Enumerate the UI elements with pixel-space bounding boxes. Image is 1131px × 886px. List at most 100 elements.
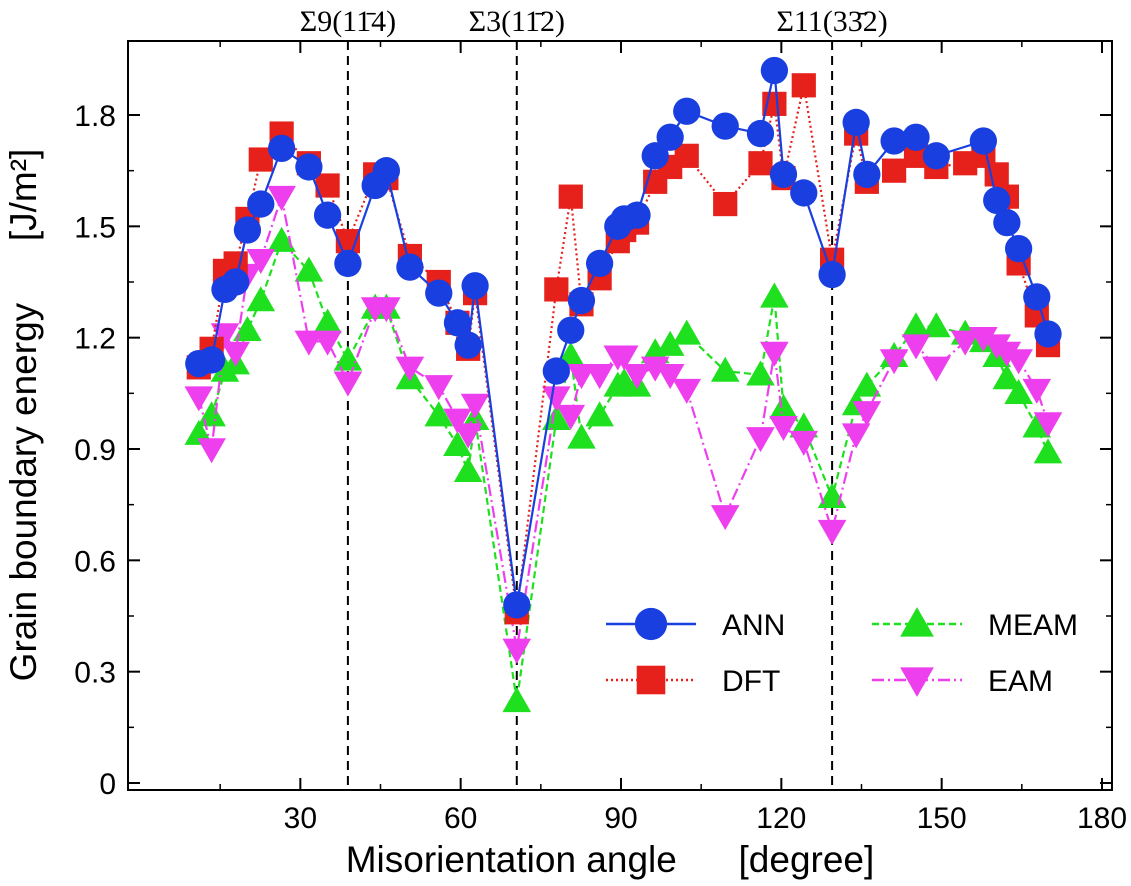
legend-label: DFT bbox=[722, 665, 780, 698]
x-tick-label: 150 bbox=[917, 802, 967, 835]
data-point-ann bbox=[567, 286, 596, 315]
data-point-meam bbox=[760, 282, 789, 308]
legend-item-eam: EAM bbox=[872, 665, 1053, 698]
data-point-eam bbox=[424, 375, 454, 401]
data-point-ann bbox=[790, 179, 818, 207]
data-point-eam bbox=[655, 364, 685, 390]
data-point-eam bbox=[1022, 378, 1052, 404]
data-point-eam bbox=[1004, 349, 1033, 375]
data-point-ann bbox=[557, 316, 585, 344]
data-point-ann bbox=[222, 268, 250, 296]
data-point-meam bbox=[233, 315, 262, 341]
data-point-ann bbox=[842, 108, 870, 137]
data-point-eam bbox=[453, 423, 483, 449]
data-point-ann bbox=[443, 309, 472, 337]
data-point-eam bbox=[640, 356, 670, 382]
data-point-meam bbox=[424, 401, 454, 427]
data-point-meam bbox=[333, 345, 363, 371]
x-tick-label: 90 bbox=[604, 802, 637, 835]
data-point-dft bbox=[882, 158, 907, 183]
data-point-eam bbox=[609, 345, 639, 371]
y-tick-label: 0.9 bbox=[74, 434, 116, 467]
series-layer bbox=[184, 56, 1063, 713]
data-point-ann bbox=[853, 160, 881, 189]
data-point-ann bbox=[969, 127, 997, 155]
data-point-ann bbox=[313, 201, 342, 229]
data-point-eam bbox=[246, 249, 276, 275]
data-point-ann bbox=[425, 279, 453, 307]
data-point-meam bbox=[567, 423, 596, 449]
data-point-meam bbox=[992, 364, 1022, 390]
ticks-layer: 0 0.3 0.6 0.9 1.2 1.5 1.8 30 60 90 120 150 180 bbox=[74, 41, 1127, 835]
reference-lines: Σ9(11̄4) Σ3(11̄2) Σ11(33̄2) bbox=[300, 5, 888, 790]
data-point-ann bbox=[922, 142, 950, 170]
data-point-eam bbox=[395, 356, 425, 382]
data-point-meam bbox=[746, 360, 775, 386]
data-point-eam bbox=[746, 427, 775, 453]
data-point-ann bbox=[372, 157, 401, 185]
legend-item-ann: ANN bbox=[606, 607, 785, 642]
data-point-ann bbox=[746, 119, 775, 148]
data-point-eam bbox=[852, 401, 882, 427]
data-point-meam bbox=[710, 356, 740, 382]
y-tick-label: 1.5 bbox=[74, 211, 116, 244]
data-point-eam bbox=[922, 356, 951, 382]
data-point-meam bbox=[672, 319, 702, 345]
data-point-eam bbox=[992, 341, 1022, 367]
data-point-eam bbox=[710, 505, 740, 531]
data-point-ann bbox=[760, 56, 789, 85]
data-point-eam bbox=[333, 371, 363, 397]
legend-marker bbox=[634, 607, 668, 641]
y-tick-label: 0 bbox=[99, 768, 116, 801]
data-point-ann bbox=[656, 123, 684, 151]
y-axis-title: Grain boundary energy [J/m²] bbox=[3, 149, 44, 682]
data-point-eam bbox=[556, 404, 586, 430]
data-point-meam bbox=[585, 401, 614, 427]
data-point-eam bbox=[221, 341, 250, 367]
legend-marker bbox=[900, 607, 934, 637]
data-point-meam bbox=[267, 226, 296, 252]
data-point-meam bbox=[817, 482, 847, 508]
data-point-meam bbox=[1004, 379, 1033, 405]
data-point-eam bbox=[817, 519, 847, 545]
data-point-ann bbox=[711, 112, 739, 140]
legend: ANN DFT MEAM EAM bbox=[606, 607, 1078, 698]
data-point-eam bbox=[184, 386, 214, 412]
legend-item-meam: MEAM bbox=[872, 607, 1078, 642]
reference-line-label: Σ9(11̄4) bbox=[300, 5, 396, 38]
data-point-ann bbox=[233, 216, 262, 244]
data-point-ann bbox=[1004, 234, 1033, 263]
y-tick-label: 1.8 bbox=[74, 100, 116, 133]
data-point-meam bbox=[852, 371, 882, 397]
data-point-eam bbox=[460, 393, 490, 419]
series-eam bbox=[184, 185, 1063, 664]
data-point-ann bbox=[880, 127, 908, 155]
legend-label: ANN bbox=[722, 609, 785, 642]
data-point-eam bbox=[294, 330, 324, 356]
data-point-dft bbox=[713, 191, 738, 217]
legend-item-dft: DFT bbox=[606, 665, 780, 698]
data-point-ann bbox=[623, 201, 651, 229]
data-point-eam bbox=[372, 297, 401, 323]
data-point-ann bbox=[461, 272, 489, 300]
data-point-ann bbox=[295, 153, 323, 181]
data-point-eam bbox=[567, 364, 596, 390]
data-point-meam bbox=[1022, 412, 1052, 438]
data-point-meam bbox=[542, 405, 571, 431]
data-point-eam bbox=[789, 430, 819, 456]
data-point-meam bbox=[655, 330, 685, 356]
data-point-ann bbox=[641, 142, 669, 170]
data-point-eam bbox=[267, 185, 296, 211]
x-tick-label: 120 bbox=[756, 802, 806, 835]
series-line-eam bbox=[197, 196, 1050, 650]
data-point-eam bbox=[502, 638, 532, 664]
data-point-eam bbox=[760, 341, 789, 367]
data-point-eam bbox=[1033, 412, 1063, 438]
data-point-eam bbox=[313, 330, 342, 356]
x-axis-title: Misorientation angle [degree] bbox=[346, 839, 875, 880]
legend-label: MEAM bbox=[988, 609, 1078, 642]
data-point-ann bbox=[267, 134, 296, 163]
data-point-eam bbox=[879, 349, 909, 375]
data-point-ann bbox=[503, 591, 531, 619]
